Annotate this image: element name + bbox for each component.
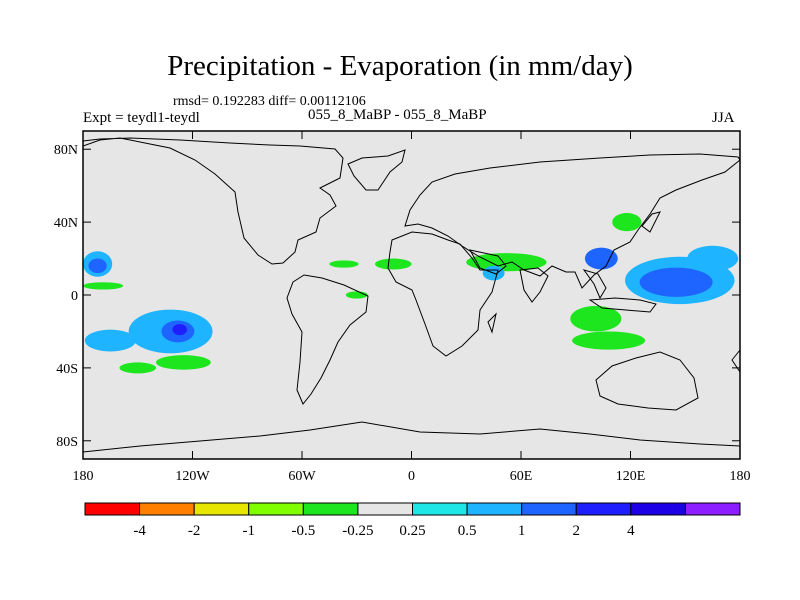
x-axis: 180 120W 60W 0 60E 120E 180 [73, 131, 751, 484]
plot-background [83, 131, 740, 459]
indonesia-coastline [588, 297, 657, 313]
japan-coastline [641, 211, 661, 233]
colorbar-swatch-2 [193, 502, 250, 516]
north-america-coastline [83, 137, 344, 265]
y-tick-label-3: 40S [56, 362, 78, 377]
y-axis: 80N 40N 0 40S 80S [54, 143, 740, 450]
colorbar-swatch-0 [84, 502, 141, 516]
colorbar-label-8: 2 [573, 523, 581, 539]
colorbar-swatch-10 [630, 502, 686, 516]
anomaly-region-2 [687, 245, 739, 272]
anomaly-region-9 [375, 258, 412, 270]
colorbar-label-1: -2 [188, 523, 201, 539]
x-tick-label-4: 60E [510, 469, 533, 484]
anomaly-region-14 [83, 282, 124, 290]
colorbar-swatch-11 [684, 502, 741, 516]
south-america-coastline [286, 274, 369, 405]
anomaly-region-1 [639, 267, 713, 297]
australia-coastline [595, 351, 699, 411]
colorbar-label-3: -0.5 [291, 523, 315, 539]
anomaly-region-11 [345, 291, 368, 299]
eurasia-coastline [404, 153, 740, 289]
x-tick-label-3: 0 [408, 469, 415, 484]
anomaly-region-17 [172, 324, 188, 336]
madagascar-coastline [487, 312, 497, 334]
x-tick-label-0: 180 [73, 469, 94, 484]
antarctica-coastline [83, 421, 740, 453]
coastlines [83, 137, 740, 453]
anomaly-region-7 [466, 253, 547, 272]
x-tick-label-6: 180 [730, 469, 751, 484]
anomaly-layer [83, 213, 739, 374]
colorbar-swatch-4 [302, 502, 359, 516]
x-tick-label-2: 60W [288, 469, 316, 484]
anomaly-region-18 [84, 329, 136, 352]
colorbar-swatch-3 [248, 502, 304, 516]
greenland-coastline [347, 149, 406, 191]
colorbar-label-0: -4 [133, 523, 146, 539]
colorbar-swatch-9 [575, 502, 632, 516]
colorbar-label-6: 0.5 [458, 523, 477, 539]
y-tick-label-2: 0 [71, 289, 78, 304]
season-label: JJA [712, 110, 735, 126]
experiment-label: Expt = teydl1-teydl [83, 110, 200, 126]
indochina-coastline [582, 269, 607, 300]
colorbar-swatch-5 [357, 502, 413, 516]
india-coastline [519, 267, 549, 303]
anomaly-region-4 [570, 305, 622, 332]
colorbar-swatch-7 [466, 502, 523, 516]
y-tick-label-1: 40N [54, 216, 78, 231]
y-tick-label-4: 80S [56, 435, 78, 450]
colorbar-label-2: -1 [243, 523, 256, 539]
colorbar-label-7: 1 [518, 523, 526, 539]
new-zealand-coastline [731, 349, 740, 373]
anomaly-region-10 [329, 260, 359, 268]
case-label: 055_8_MaBP - 055_8_MaBP [308, 107, 487, 123]
colorbar-label-4: -0.25 [342, 523, 373, 539]
anomaly-region-19 [156, 355, 211, 370]
anomaly-region-13 [88, 258, 107, 274]
colorbar-swatch-1 [139, 502, 195, 516]
colorbar-label-9: 4 [627, 523, 635, 539]
x-tick-label-1: 120W [175, 469, 210, 484]
y-tick-label-0: 80N [54, 143, 78, 158]
x-tick-label-5: 120E [616, 469, 646, 484]
arabia-coastline [469, 249, 507, 275]
colorbar: -4 -2 -1 -0.5 -0.25 0.25 0.5 1 2 4 [84, 502, 741, 539]
anomaly-region-3 [584, 247, 618, 270]
chart-title: Precipitation - Evaporation (in mm/day) [167, 50, 633, 82]
africa-coastline [387, 231, 499, 357]
colorbar-label-5: 0.25 [399, 523, 425, 539]
anomaly-region-6 [612, 213, 642, 232]
anomaly-region-20 [119, 362, 156, 374]
colorbar-swatch-6 [412, 502, 468, 516]
colorbar-swatch-8 [521, 502, 577, 516]
anomaly-region-5 [572, 331, 646, 350]
stats-subtitle: rmsd= 0.192283 diff= 0.00112106 [173, 94, 366, 109]
